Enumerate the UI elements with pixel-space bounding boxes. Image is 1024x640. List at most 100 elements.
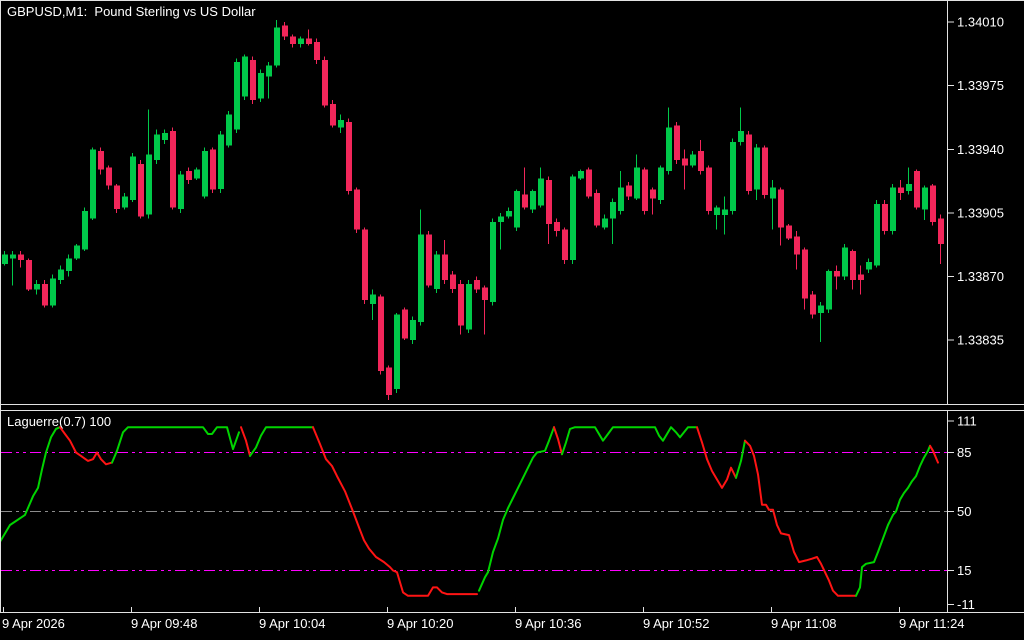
candle-body [530, 191, 536, 210]
candle-body [362, 229, 368, 301]
candle [570, 174, 576, 264]
time-axis[interactable] [0, 613, 1024, 640]
candle-body [426, 234, 432, 286]
indicator-axis[interactable] [948, 410, 1024, 613]
time-axis-label: 9 Apr 10:36 [515, 616, 582, 631]
candle-body [338, 120, 344, 128]
candle-body [114, 185, 120, 210]
candle-body [458, 283, 464, 326]
candle-body [130, 156, 136, 201]
time-axis-label: 9 Apr 10:20 [387, 616, 454, 631]
candle [178, 171, 184, 213]
candle-body [938, 218, 944, 244]
candle [466, 280, 472, 333]
candle-body [730, 142, 736, 212]
candle-body [74, 245, 80, 259]
candle-body [914, 171, 920, 208]
candle-body [874, 203, 880, 266]
candle-body [810, 294, 816, 315]
candle [506, 207, 512, 219]
time-axis-label: 9 Apr 10:04 [259, 616, 326, 631]
candle-body [490, 222, 496, 302]
candle [410, 316, 416, 344]
candle-body [778, 189, 784, 228]
candle-body [186, 171, 192, 181]
indicator-axis-label: -11 [957, 597, 975, 612]
candle [210, 147, 216, 193]
candle [594, 189, 600, 228]
candle-body [370, 294, 376, 304]
indicator-title: Laguerre(0.7) 100 [7, 414, 112, 429]
main-chart-panel[interactable]: GBPUSD,M1: Pound Sterling vs US Dollar [0, 0, 947, 404]
candle-body [506, 211, 512, 217]
candle [122, 192, 128, 210]
price-axis-label: 1.33870 [957, 269, 1004, 284]
candle [66, 254, 72, 277]
candle [354, 187, 360, 233]
candle-body [66, 258, 72, 272]
time-axis-label: 9 Apr 11:24 [899, 616, 965, 631]
price-axis[interactable] [948, 0, 1024, 405]
candle-body [706, 167, 712, 212]
laguerre-segment-down [59, 426, 113, 466]
candle [474, 276, 480, 293]
candle-body [570, 176, 576, 261]
candle-body [410, 320, 416, 341]
candle [850, 249, 856, 290]
candle [402, 307, 408, 341]
candle-body [226, 114, 232, 146]
candle-body [498, 216, 504, 222]
candle [682, 149, 688, 190]
candle-body [634, 167, 640, 199]
candle [698, 140, 704, 175]
candle [138, 160, 144, 219]
candle [786, 223, 792, 241]
candle [314, 38, 320, 64]
candle [386, 365, 392, 401]
indicator-panel[interactable]: Laguerre(0.7) 100 [0, 410, 947, 612]
candle [642, 167, 648, 215]
candle-body [714, 207, 720, 215]
candle-body [266, 65, 272, 77]
candle-body [202, 151, 208, 197]
laguerre-segment-up [561, 426, 697, 456]
candle [826, 269, 832, 313]
candle [706, 165, 712, 215]
candle-body [618, 187, 624, 212]
candle [58, 265, 64, 284]
candle [602, 214, 608, 230]
candle [186, 167, 192, 184]
candle-body [882, 203, 888, 232]
candle [690, 151, 696, 168]
candle-body [18, 254, 24, 261]
candle [242, 54, 248, 101]
candle-body [50, 278, 56, 306]
laguerre-segment-down [929, 444, 939, 464]
candle-body [282, 25, 288, 37]
candle-body [434, 254, 440, 290]
candle-body [298, 38, 304, 44]
candle [818, 302, 824, 342]
candle [626, 182, 632, 201]
candle-body [746, 134, 752, 192]
candle [194, 167, 200, 181]
indicator-axis-label: 111 [957, 414, 977, 429]
candle [146, 109, 152, 219]
chart-title: GBPUSD,M1: Pound Sterling vs US Dollar [7, 4, 256, 19]
candle-body [394, 314, 400, 390]
candle [258, 69, 264, 102]
candle [666, 107, 672, 175]
candle [874, 200, 880, 268]
candle [18, 251, 24, 268]
candle [738, 107, 744, 146]
candle [866, 258, 872, 273]
candle-body [586, 169, 592, 197]
candle [2, 251, 8, 266]
candle [98, 147, 104, 175]
candle-body [26, 260, 32, 290]
candle [266, 62, 272, 99]
candle-body [242, 56, 248, 97]
price-axis-label: 1.33975 [957, 78, 1004, 93]
candle-body [626, 185, 632, 197]
